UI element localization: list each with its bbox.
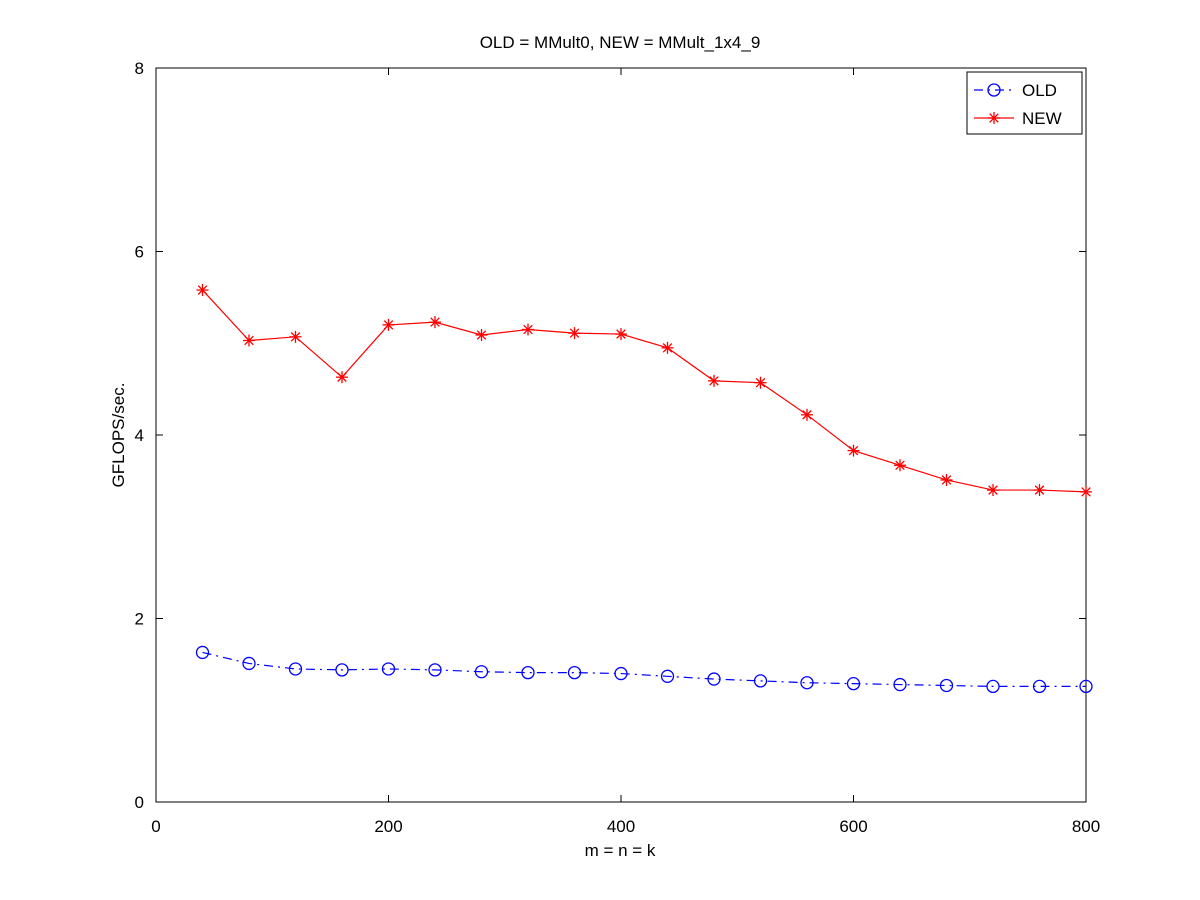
series-new-line <box>202 289 1087 493</box>
x-tick-label: 800 <box>1072 817 1100 836</box>
series-old-point <box>567 665 582 680</box>
series-old-point <box>939 678 954 693</box>
series-old-point <box>474 665 489 679</box>
y-tick-label: 6 <box>135 243 144 262</box>
series-old-point <box>753 674 768 688</box>
y-tick-label: 8 <box>135 59 144 78</box>
series-new-point <box>894 459 906 472</box>
series-new-point <box>940 473 953 486</box>
series-new-point-stroke <box>383 320 394 330</box>
y-tick-label: 0 <box>135 793 144 812</box>
series-new-point <box>475 328 488 341</box>
series-new <box>196 284 1092 498</box>
series-new-point <box>522 323 534 336</box>
series-old-point <box>1079 679 1093 694</box>
series-old-point <box>381 662 396 676</box>
series-old-point <box>800 676 814 690</box>
series-new-point <box>568 327 581 340</box>
series-new-point <box>1080 485 1092 498</box>
series-old-point <box>195 645 210 660</box>
series-old-point <box>846 676 861 691</box>
series-new-point <box>243 334 255 347</box>
chart-title: OLD = MMult0, NEW = MMult_1x4_9 <box>480 33 761 52</box>
series-new-point-stroke <box>755 377 766 388</box>
series-new-point-stroke <box>523 324 533 335</box>
series-new-point-stroke <box>337 372 347 382</box>
legend-new-marker <box>988 112 1000 124</box>
legend-entry-new: NEW <box>974 109 1062 128</box>
series-old-point <box>707 672 721 686</box>
series-old <box>195 645 1093 694</box>
y-tick-label: 4 <box>135 426 144 445</box>
series-new-point-stroke <box>941 475 952 485</box>
x-tick-label: 200 <box>374 817 402 836</box>
x-tick-label: 0 <box>151 817 160 836</box>
y-axis-title: GFLOPS/sec. <box>109 383 128 488</box>
series-new-point-stroke <box>1034 485 1045 495</box>
series-old-point <box>1032 679 1047 694</box>
series-old-point <box>428 663 442 677</box>
legend-box <box>966 71 1083 135</box>
series-new-point-stroke <box>569 328 580 338</box>
series-new-point <box>336 371 348 384</box>
series-new-point <box>661 341 674 354</box>
series-new-point-stroke <box>1081 487 1091 497</box>
axis-ticks: 0 200 400 600 800 0 2 4 6 8 <box>135 59 1101 836</box>
x-axis-title: m = n = k <box>585 841 656 860</box>
x-tick-label: 600 <box>839 817 867 836</box>
series-new-point <box>429 316 441 329</box>
series-new-point-stroke <box>988 485 998 495</box>
series-old-point <box>242 656 256 671</box>
series-new-point <box>382 318 395 331</box>
series-new-point-stroke <box>616 329 626 339</box>
series-new-point-stroke <box>244 335 254 346</box>
series-old-line <box>202 651 1086 687</box>
legend-entries: OLD NEW <box>974 81 1062 128</box>
series-new-point-stroke <box>197 285 208 295</box>
series-new-point <box>615 328 627 341</box>
series-old-point <box>660 669 675 683</box>
series-old-point <box>521 665 535 680</box>
series-new-point <box>847 444 860 457</box>
series-new-point <box>754 376 767 389</box>
x-tick-label: 400 <box>607 817 635 836</box>
series-new-point <box>289 330 302 343</box>
series-layer <box>195 284 1093 694</box>
legend-new-label: NEW <box>1022 109 1062 128</box>
series-new-point <box>196 284 209 297</box>
series-new-point-stroke <box>430 317 440 327</box>
series-new-point-stroke <box>709 376 719 386</box>
legend-old-label: OLD <box>1022 81 1057 100</box>
series-old-point <box>893 677 907 692</box>
series-new-point <box>987 484 999 497</box>
series-new-point-stroke <box>290 332 301 342</box>
series-new-point <box>1033 484 1046 497</box>
series-old-point <box>614 666 628 681</box>
series-new-point <box>708 374 720 387</box>
series-new-point-stroke <box>662 343 673 353</box>
series-old-point <box>335 663 349 677</box>
series-new-point-stroke <box>895 460 905 471</box>
series-new-point-stroke <box>848 445 859 456</box>
series-new-point-stroke <box>476 330 487 340</box>
legend: OLD NEW <box>966 71 1083 135</box>
series-old-point <box>986 679 1000 694</box>
legend-new-marker-stroke <box>989 113 999 123</box>
series-new-point <box>801 408 813 421</box>
y-tick-label: 2 <box>135 610 144 629</box>
legend-old-marker <box>987 83 1001 97</box>
series-new-point-stroke <box>802 410 812 420</box>
series-old-point <box>288 662 303 676</box>
legend-entry-old: OLD <box>974 81 1057 100</box>
